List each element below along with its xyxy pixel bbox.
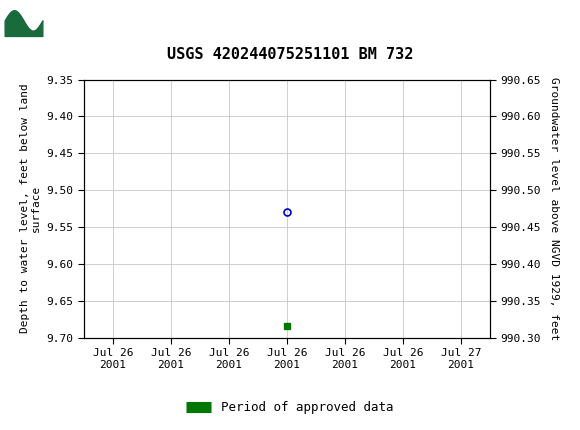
Text: USGS: USGS xyxy=(49,12,104,29)
Legend: Period of approved data: Period of approved data xyxy=(181,396,399,419)
Text: USGS 420244075251101 BM 732: USGS 420244075251101 BM 732 xyxy=(167,47,413,62)
Bar xyxy=(5,5,42,36)
Y-axis label: Groundwater level above NGVD 1929, feet: Groundwater level above NGVD 1929, feet xyxy=(549,77,559,340)
Y-axis label: Depth to water level, feet below land
surface: Depth to water level, feet below land su… xyxy=(20,84,41,333)
